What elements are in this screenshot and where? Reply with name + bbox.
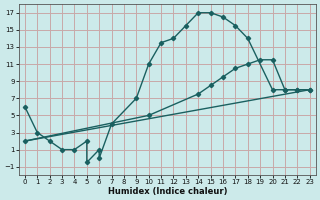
X-axis label: Humidex (Indice chaleur): Humidex (Indice chaleur) [108,187,227,196]
